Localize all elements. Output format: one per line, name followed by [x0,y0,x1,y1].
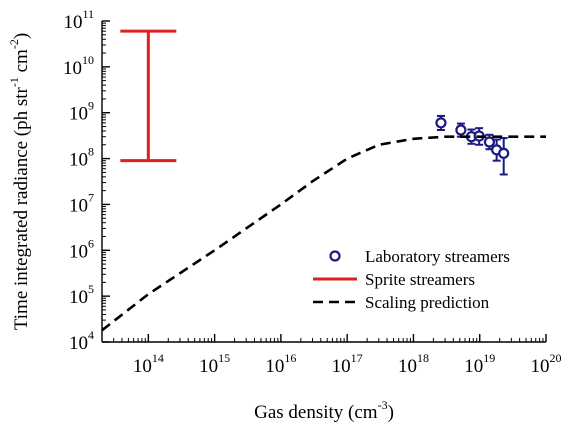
tick-exponent: 19 [483,351,495,365]
tick-base: 10 [69,104,88,125]
tick-exponent: 15 [218,351,230,365]
y-tick-label: 105 [69,282,94,308]
tick-base: 10 [69,150,88,171]
tick-exponent: 8 [88,145,94,159]
tick-base: 10 [133,356,152,377]
data-point-marker [483,136,496,148]
data-point [498,137,510,176]
y-tick-label: 104 [69,328,94,354]
legend-item: Laboratory streamers [329,247,510,266]
x-title-text: Gas density (cm [254,402,378,423]
x-tick-label: 1015 [199,351,230,377]
data-point-marker [498,147,510,159]
x-title-exponent: -3 [378,398,388,412]
tick-exponent: 6 [88,236,94,250]
data-point [435,114,447,131]
y-tick-label: 108 [69,145,94,171]
tick-exponent: 5 [88,282,94,296]
x-tick-label: 1019 [464,351,495,377]
x-tick-label: 1016 [265,351,296,377]
tick-base: 10 [63,58,82,79]
tick-base: 10 [69,241,88,262]
y-tick-label: 106 [69,236,94,262]
tick-exponent: 7 [88,190,94,204]
tick-exponent: 9 [88,99,94,113]
y-title-exponent: -2 [7,39,21,49]
tick-exponent: 10 [82,53,94,67]
data-point-marker [435,117,447,129]
legend-item: Sprite streamers [313,270,475,289]
y-tick-label: 107 [69,190,94,216]
tick-base: 10 [332,356,351,377]
tick-base: 10 [69,287,88,308]
tick-exponent: 4 [88,328,94,342]
x-tick-label: 1017 [332,351,363,377]
legend-item: Scaling prediction [313,293,490,312]
laboratory-streamers-points [435,114,510,176]
y-title-text: ) [11,33,32,39]
tick-base: 10 [63,12,82,33]
tick-exponent: 18 [417,351,429,365]
x-axis-title: Gas density (cm-3) [254,398,394,423]
y-tick-label: 1010 [63,53,94,79]
x-tick-label: 1014 [133,351,164,377]
y-title-text: Time integrated radiance (ph str [11,86,32,330]
tick-base: 10 [531,356,550,377]
tick-base: 10 [199,356,218,377]
tick-exponent: 11 [82,7,94,21]
legend-label: Laboratory streamers [365,247,510,266]
y-title-text: cm [11,49,32,77]
tick-exponent: 16 [284,351,296,365]
scaling-prediction-line [101,135,546,332]
tick-exponent: 17 [351,351,363,365]
legend-marker-circle [329,250,341,262]
tick-base: 10 [265,356,284,377]
data-point [483,133,496,151]
y-tick-label: 109 [69,99,94,125]
y-title-exponent: -1 [7,77,21,87]
tick-exponent: 20 [550,351,562,365]
sprite-streamers-range [120,29,177,163]
legend-label: Scaling prediction [365,293,490,312]
y-axis-title: Time integrated radiance (ph str-1 cm-2) [7,33,32,330]
plot-area [101,29,546,332]
legend: Laboratory streamers Sprite streamers Scal… [313,247,510,312]
tick-base: 10 [69,195,88,216]
tick-base: 10 [464,356,483,377]
x-tick-label: 1018 [398,351,429,377]
y-tick-label: 1011 [63,7,94,33]
data-point-marker [455,124,467,136]
x-tick-label: 1020 [531,351,562,377]
axis-titles: Gas density (cm-3) Time integrated radia… [7,33,394,423]
data-point [455,122,467,138]
legend-label: Sprite streamers [365,270,475,289]
tick-base: 10 [69,333,88,354]
x-title-tail: ) [388,402,394,423]
tick-base: 10 [398,356,417,377]
tick-exponent: 14 [152,351,164,365]
